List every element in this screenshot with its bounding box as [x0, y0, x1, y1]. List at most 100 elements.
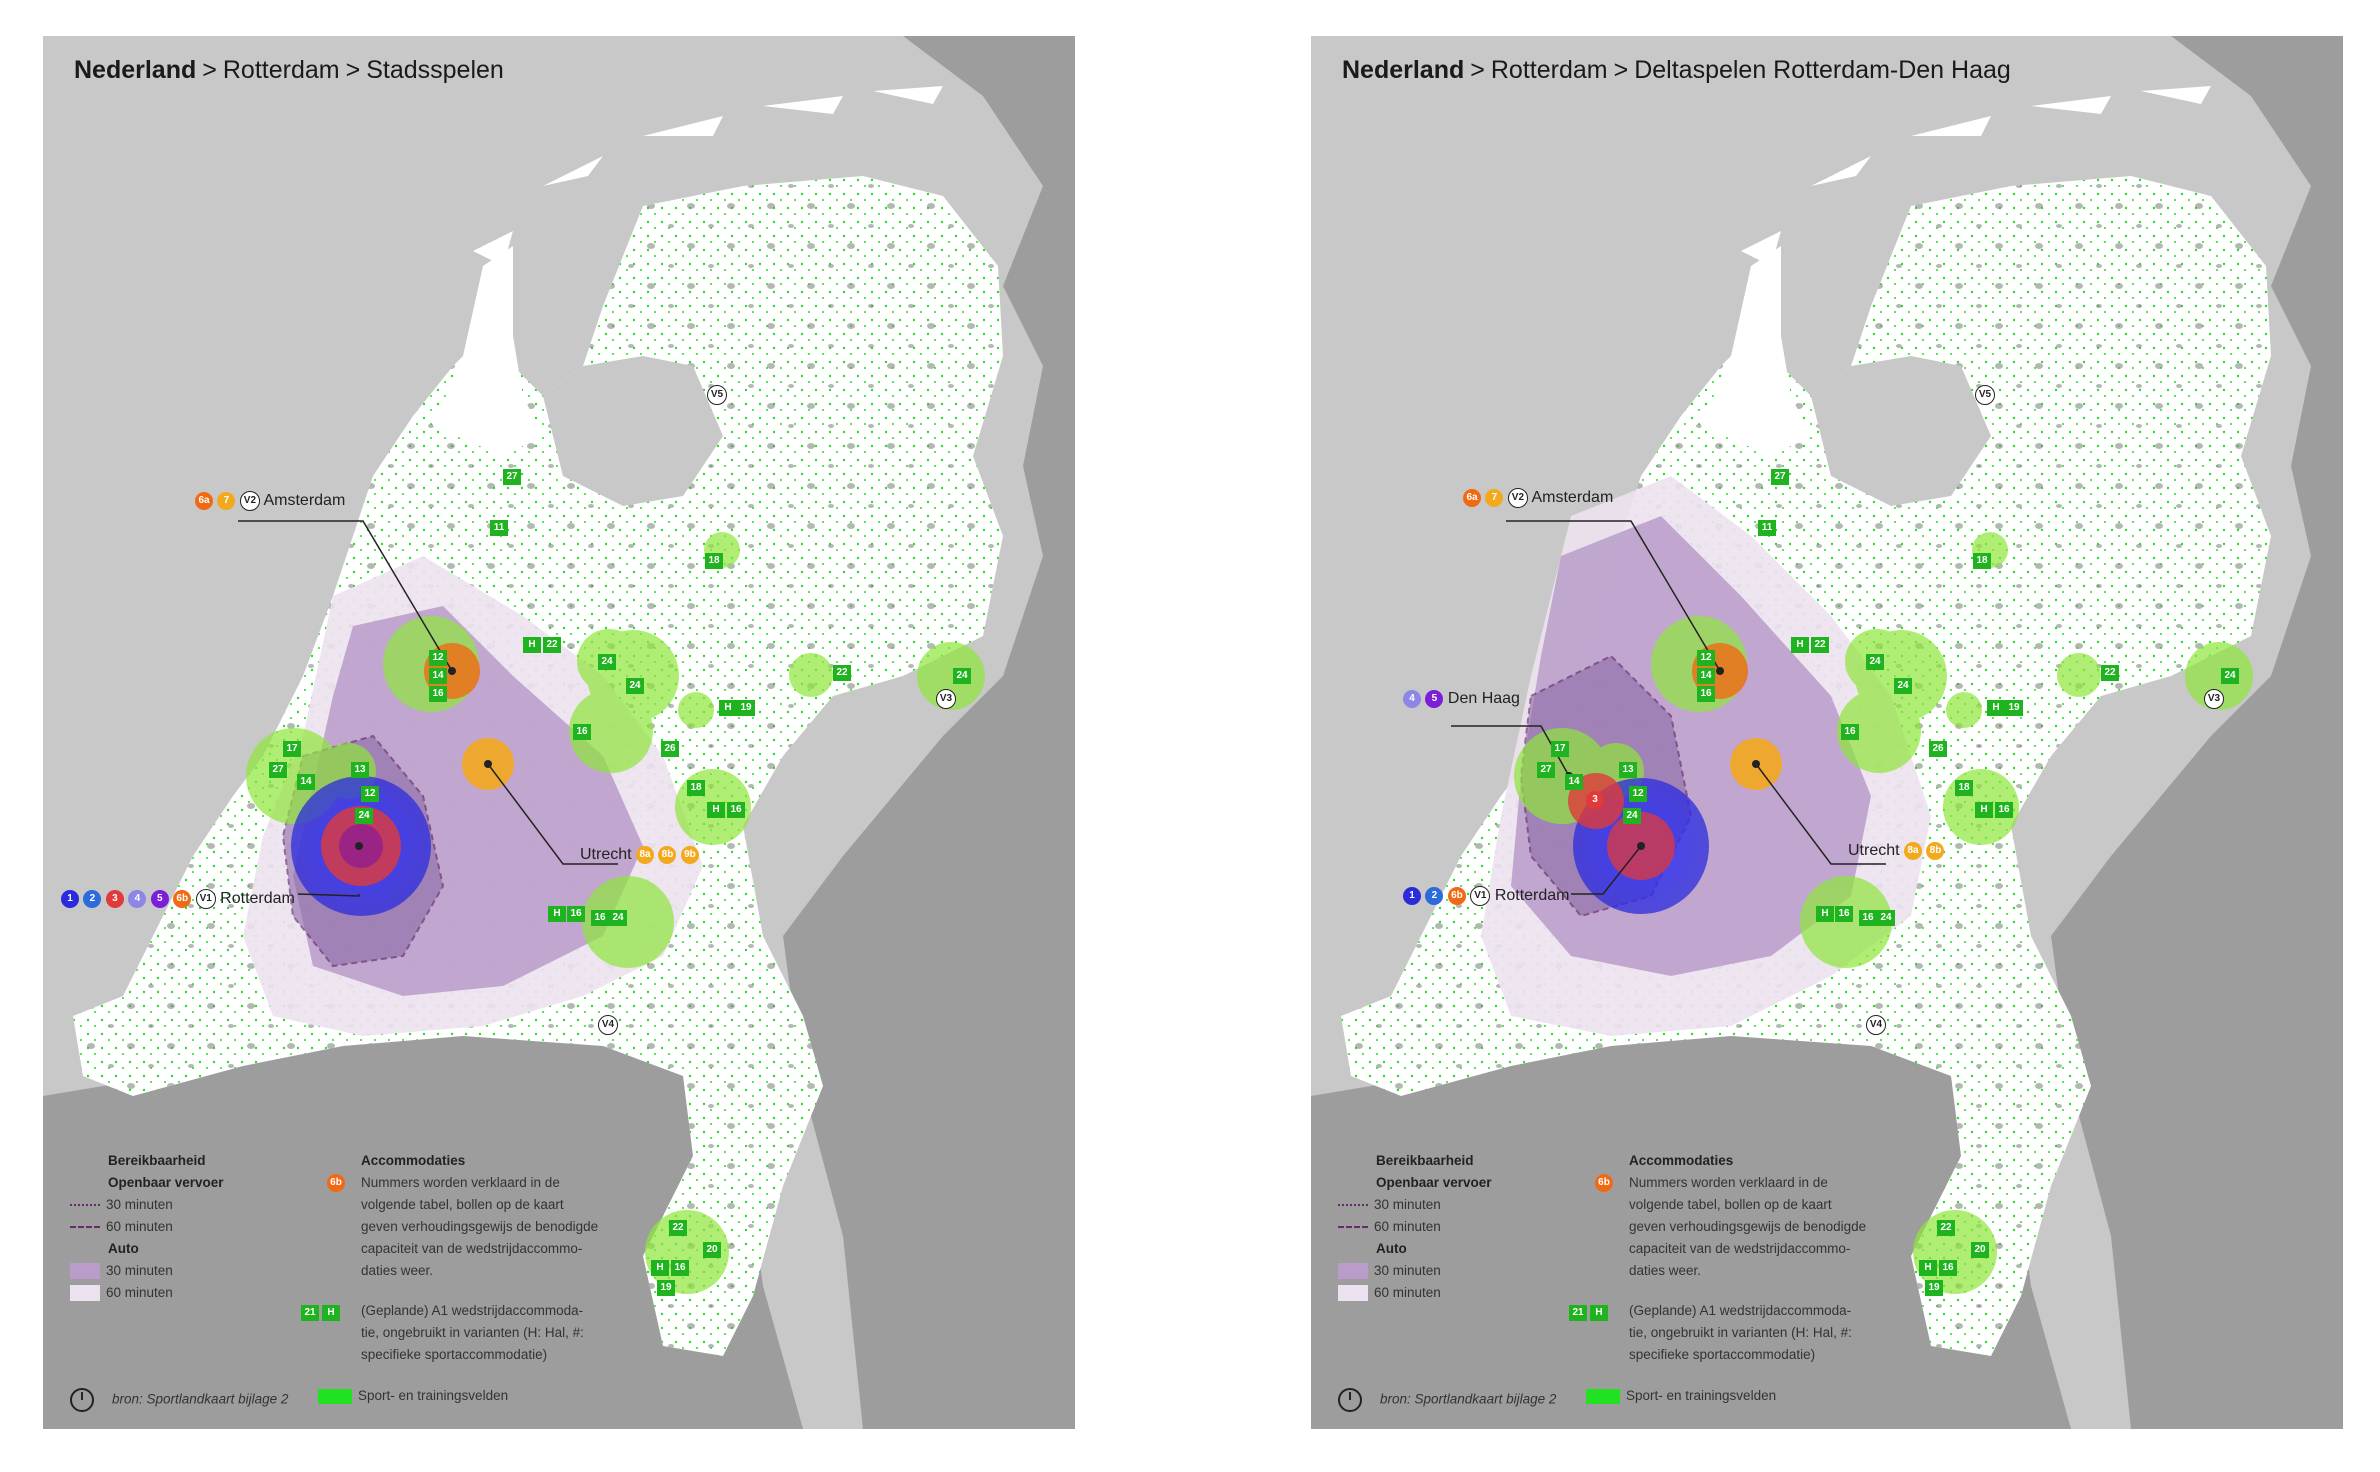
- legend-label: 60 minuten: [1374, 1219, 1441, 1234]
- breadcrumb-separator: >: [1470, 56, 1485, 84]
- legend-item: 60 minuten: [1338, 1216, 1492, 1238]
- venue-badge: 4: [1403, 690, 1421, 708]
- venue-badge: V1: [1470, 886, 1491, 906]
- venue-square: 20: [1971, 1242, 1989, 1258]
- venue-square: H: [1975, 802, 1993, 818]
- legend-text: geven verhoudingsgewijs de benodigde: [361, 1219, 599, 1234]
- venue-badge: 6b: [1447, 887, 1466, 905]
- legend-label: Sport- en trainingsvelden: [1626, 1388, 1777, 1403]
- breadcrumb-city: Rotterdam: [222, 56, 340, 84]
- venue-square: 27: [1771, 469, 1789, 485]
- venue-square: 16: [727, 802, 745, 818]
- venue-badge: 2: [83, 890, 102, 908]
- venue-square: 12: [1697, 650, 1715, 666]
- venue-square: 21: [301, 1305, 319, 1322]
- venue-square: 16: [1995, 802, 2013, 818]
- venue-square: 13: [351, 762, 369, 778]
- venue-square: 19: [2005, 700, 2023, 716]
- venue-square: 18: [687, 780, 705, 796]
- venue-square: 27: [1537, 762, 1555, 778]
- legend-text: daties weer.: [361, 1263, 434, 1278]
- city-label-amsterdam: 6a 7 V2 Amsterdam: [1463, 488, 1613, 508]
- wadden-islands: [1741, 86, 2211, 266]
- city-label-utrecht: Utrecht 8a 8b 9b: [580, 846, 699, 864]
- venue-square: 24: [598, 654, 616, 670]
- venue-square: 22: [833, 665, 851, 681]
- venue-square: H: [1791, 637, 1809, 653]
- city-name: Den Haag: [1447, 690, 1520, 708]
- venue-marker-v3: V3: [936, 689, 956, 709]
- venue-square: 26: [661, 741, 679, 757]
- venue-square: 24: [1623, 808, 1641, 824]
- venue-square: H: [1987, 700, 2005, 716]
- venue-badge: 7: [217, 492, 236, 510]
- venue-square: 16: [1859, 910, 1877, 926]
- venue-square: 16: [1939, 1260, 1957, 1276]
- legend-title: Accommodaties: [1629, 1153, 1734, 1168]
- legend-text: volgende tabel, bollen op de kaart: [1629, 1197, 1832, 1212]
- source-text: bron: Sportlandkaart bijlage 2: [112, 1391, 289, 1407]
- legend-label: 60 minuten: [106, 1285, 173, 1300]
- venue-square: 11: [1758, 520, 1776, 536]
- legend-item: 60 minuten: [70, 1216, 224, 1238]
- venue-square: 12: [429, 650, 447, 666]
- legend-title: Bereikbaarheid: [108, 1153, 206, 1168]
- germany-land: [783, 36, 1075, 1429]
- city-label-amsterdam: 6a 7 V2 Amsterdam: [195, 491, 345, 511]
- legend-reachability: Bereikbaarheid Openbaar vervoer 30 minut…: [70, 1150, 224, 1304]
- city-name: Amsterdam: [263, 492, 346, 510]
- legend-square-group: 21 H: [301, 1302, 343, 1324]
- venue-badge: 3: [105, 890, 124, 908]
- venue-square: H: [1816, 906, 1834, 922]
- legend-label: 60 minuten: [106, 1219, 173, 1234]
- legend-text: capaciteit van de wedstrijdaccommo-: [1629, 1241, 1851, 1256]
- venue-square: 20: [703, 1242, 721, 1258]
- legend-item: 30 minuten: [1338, 1260, 1492, 1282]
- venue-marker-v3: V3: [2204, 689, 2224, 709]
- legend-item: 60 minuten: [70, 1282, 224, 1304]
- breadcrumb-country: Nederland: [1342, 56, 1465, 84]
- ijsselmeer: [543, 356, 723, 506]
- city-name: Rotterdam: [1494, 887, 1570, 905]
- venue-badge: 9b: [680, 846, 699, 864]
- venue-square: 16: [591, 910, 609, 926]
- legend-reachability: Bereikbaarheid Openbaar vervoer 30 minut…: [1338, 1150, 1492, 1304]
- venue-square: 22: [1811, 637, 1829, 653]
- venue-square: 24: [626, 678, 644, 694]
- venue-square: H: [719, 700, 737, 716]
- source-note: bron: Sportlandkaart bijlage 2: [1338, 1388, 1556, 1412]
- venue-square: H: [523, 637, 541, 653]
- venue-square: 14: [297, 774, 315, 790]
- venue-badge: V2: [1507, 488, 1528, 508]
- venue-square: 18: [1973, 553, 1991, 569]
- venue-square: 17: [1551, 741, 1569, 757]
- legend-text: capaciteit van de wedstrijdaccommo-: [361, 1241, 583, 1256]
- legend-label: 30 minuten: [1374, 1263, 1441, 1278]
- venue-badge: 5: [150, 890, 169, 908]
- legend-fields: Sport- en trainingsvelden: [1586, 1388, 1776, 1404]
- map-canvas: [1311, 36, 2343, 1429]
- map-panel-stadsspelen: Nederland > Rotterdam > Stadsspelen 6a 7 V2 …: [43, 36, 1075, 1429]
- venue-square: 13: [1619, 762, 1637, 778]
- city-name: Utrecht: [580, 846, 632, 864]
- legend-item: 30 minuten: [70, 1260, 224, 1282]
- venue-square: H: [322, 1305, 340, 1322]
- venue-badge: 1: [1403, 887, 1421, 905]
- venue-square: 18: [1955, 780, 1973, 796]
- breadcrumb-separator: >: [345, 56, 361, 84]
- venue-square: 24: [609, 910, 627, 926]
- breadcrumb-theme: Stadsspelen: [366, 56, 504, 84]
- legend-text: Nummers worden verklaard in de: [361, 1175, 560, 1190]
- legend-title: Bereikbaarheid: [1376, 1153, 1474, 1168]
- legend-text: volgende tabel, bollen op de kaart: [361, 1197, 564, 1212]
- legend-label: 60 minuten: [1374, 1285, 1441, 1300]
- legend-accommodations: Accommodaties 6b Nummers worden verklaar…: [301, 1150, 598, 1366]
- source-text: bron: Sportlandkaart bijlage 2: [1380, 1391, 1557, 1407]
- legend-item: 6b Nummers worden verklaard in de volgen…: [323, 1172, 598, 1282]
- venue-square: 16: [567, 906, 585, 922]
- legend-item: 21 H (Geplande) A1 wedstrijdaccommoda- ti…: [301, 1300, 598, 1366]
- venue-square: H: [1590, 1305, 1608, 1322]
- legend-item: 6b Nummers worden verklaard in de volgen…: [1591, 1172, 1866, 1282]
- venue-badge: 6b: [1595, 1174, 1613, 1192]
- venue-square: H: [651, 1260, 669, 1276]
